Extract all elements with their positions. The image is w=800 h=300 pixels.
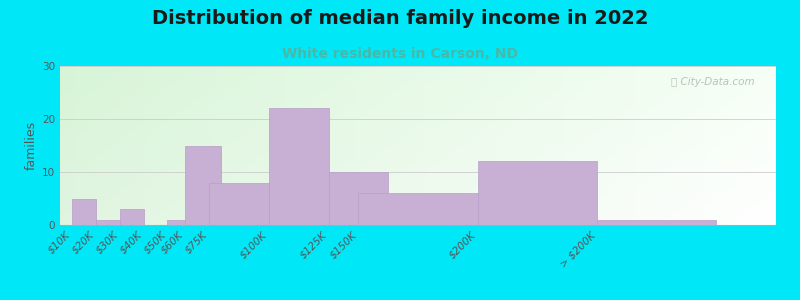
Text: ⓘ City-Data.com: ⓘ City-Data.com <box>671 77 754 87</box>
Bar <box>120 209 143 225</box>
Bar <box>96 220 120 225</box>
Y-axis label: families: families <box>25 121 38 170</box>
Bar <box>209 183 269 225</box>
Bar <box>186 146 221 225</box>
Bar <box>358 193 478 225</box>
Bar <box>478 161 597 225</box>
Text: White residents in Carson, ND: White residents in Carson, ND <box>282 46 518 61</box>
Bar <box>167 220 191 225</box>
Bar <box>269 108 329 225</box>
Text: Distribution of median family income in 2022: Distribution of median family income in … <box>152 9 648 28</box>
Bar <box>329 172 388 225</box>
Bar <box>597 220 716 225</box>
Bar <box>72 199 96 225</box>
